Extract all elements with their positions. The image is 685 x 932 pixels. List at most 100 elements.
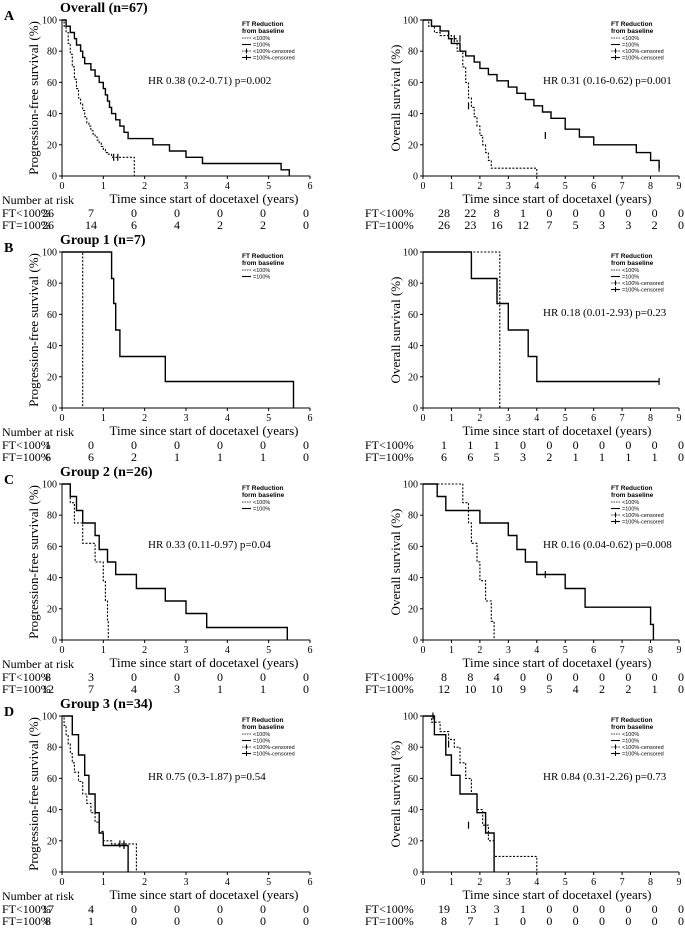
y-tick-label: 80 — [408, 47, 418, 58]
legend-item-label: <100% — [622, 268, 639, 274]
risk-value: 2 — [217, 218, 223, 232]
risk-value: 1 — [599, 450, 605, 464]
risk-value: 4 — [131, 682, 137, 696]
number-at-risk-title: Number at risk — [2, 193, 74, 207]
x-tick-label: 6 — [308, 181, 313, 192]
x-tick-label: 4 — [534, 877, 539, 888]
risk-value: 0 — [131, 902, 137, 916]
legend-title: from baseline — [611, 492, 654, 499]
km-curve-ft-equal-100 — [62, 251, 295, 408]
risk-value: 0 — [573, 914, 579, 928]
risk-value: 0 — [599, 670, 605, 684]
y-tick-label: 80 — [408, 743, 418, 754]
risk-row-label: FT=100% — [2, 218, 51, 232]
x-tick-label: 2 — [142, 877, 147, 888]
legend-title: from baseline — [242, 724, 285, 731]
y-tick-label: 100 — [42, 16, 57, 27]
risk-row-label: FT=100% — [365, 218, 414, 232]
x-tick-label: 0 — [60, 413, 65, 424]
risk-value: 0 — [520, 438, 526, 452]
x-tick-label: 3 — [506, 181, 511, 192]
y-tick-label: 20 — [408, 836, 418, 847]
x-axis-label: Time since start of docetaxel (years) — [462, 887, 651, 902]
x-tick-label: 4 — [225, 645, 230, 656]
y-tick-label: 0 — [52, 868, 57, 879]
y-axis-label: Progression-free survival (%) — [26, 717, 41, 871]
y-axis-label: Progression-free survival (%) — [26, 485, 41, 639]
legend-title: FT Reduction — [611, 717, 653, 724]
x-tick-label: 6 — [308, 877, 313, 888]
risk-value: 0 — [678, 206, 684, 220]
x-axis-label: Time since start of docetaxel (years) — [109, 423, 298, 438]
risk-value: 2 — [625, 682, 631, 696]
legend-item-label: <100%-censored — [253, 745, 295, 751]
x-tick-label: 1 — [449, 181, 454, 192]
x-tick-label: 1 — [449, 877, 454, 888]
y-tick-label: 0 — [413, 868, 418, 879]
risk-row-label: FT=100% — [365, 914, 414, 928]
risk-value: 23 — [464, 218, 476, 232]
x-tick-label: 4 — [534, 413, 539, 424]
legend-item-label: =100% — [622, 275, 639, 281]
number-at-risk-title: Number at risk — [2, 889, 74, 903]
y-tick-label: 60 — [408, 774, 418, 785]
x-tick-label: 0 — [421, 181, 426, 192]
risk-value: 12 — [438, 682, 450, 696]
risk-value: 8 — [441, 914, 447, 928]
risk-value: 7 — [467, 914, 473, 928]
y-axis-label: Overall survival (%) — [388, 277, 403, 384]
risk-value: 1 — [652, 450, 658, 464]
legend-title: FT Reduction — [242, 253, 284, 260]
y-tick-label: 80 — [47, 511, 57, 522]
legend-item-label: <100%-censored — [253, 49, 295, 55]
risk-value: 26 — [42, 206, 54, 220]
risk-value: 0 — [678, 218, 684, 232]
km-curve-ft-equal-100 — [62, 715, 129, 872]
risk-value: 8 — [441, 670, 447, 684]
legend-item-label: =100%-censored — [622, 520, 664, 526]
x-tick-label: 2 — [142, 645, 147, 656]
x-tick-label: 9 — [677, 877, 682, 888]
number-at-risk-title: Number at risk — [2, 657, 74, 671]
risk-value: 3 — [625, 218, 631, 232]
x-tick-label: 5 — [563, 181, 568, 192]
risk-value: 0 — [546, 914, 552, 928]
legend-item-label: =100% — [253, 507, 270, 513]
legend-title: FT Reduction — [611, 21, 653, 28]
risk-value: 2 — [546, 450, 552, 464]
x-tick-label: 2 — [142, 181, 147, 192]
risk-value: 0 — [625, 438, 631, 452]
x-tick-label: 1 — [101, 181, 106, 192]
risk-value: 2 — [652, 218, 658, 232]
legend-item-label: =100% — [253, 739, 270, 745]
y-tick-label: 20 — [47, 604, 57, 615]
risk-value: 12 — [517, 218, 529, 232]
x-tick-label: 2 — [477, 877, 482, 888]
risk-value: 1 — [494, 438, 500, 452]
x-tick-label: 4 — [225, 877, 230, 888]
risk-value: 0 — [303, 682, 309, 696]
legend-item-label: =100%-censored — [253, 752, 295, 758]
risk-row-label: FT=100% — [365, 450, 414, 464]
x-tick-label: 8 — [648, 645, 653, 656]
legend-title: from baseline — [611, 724, 654, 731]
legend-title: FT Reduction — [611, 485, 653, 492]
risk-value: 2 — [260, 218, 266, 232]
legend-item-label: <100% — [253, 36, 270, 42]
risk-row-label: FT<100% — [2, 206, 51, 220]
y-tick-label: 0 — [413, 636, 418, 647]
risk-value: 0 — [303, 914, 309, 928]
x-tick-label: 6 — [591, 877, 596, 888]
legend-title: FT Reduction — [611, 253, 653, 260]
risk-value: 0 — [678, 450, 684, 464]
y-tick-label: 80 — [47, 743, 57, 754]
risk-value: 8 — [45, 670, 51, 684]
